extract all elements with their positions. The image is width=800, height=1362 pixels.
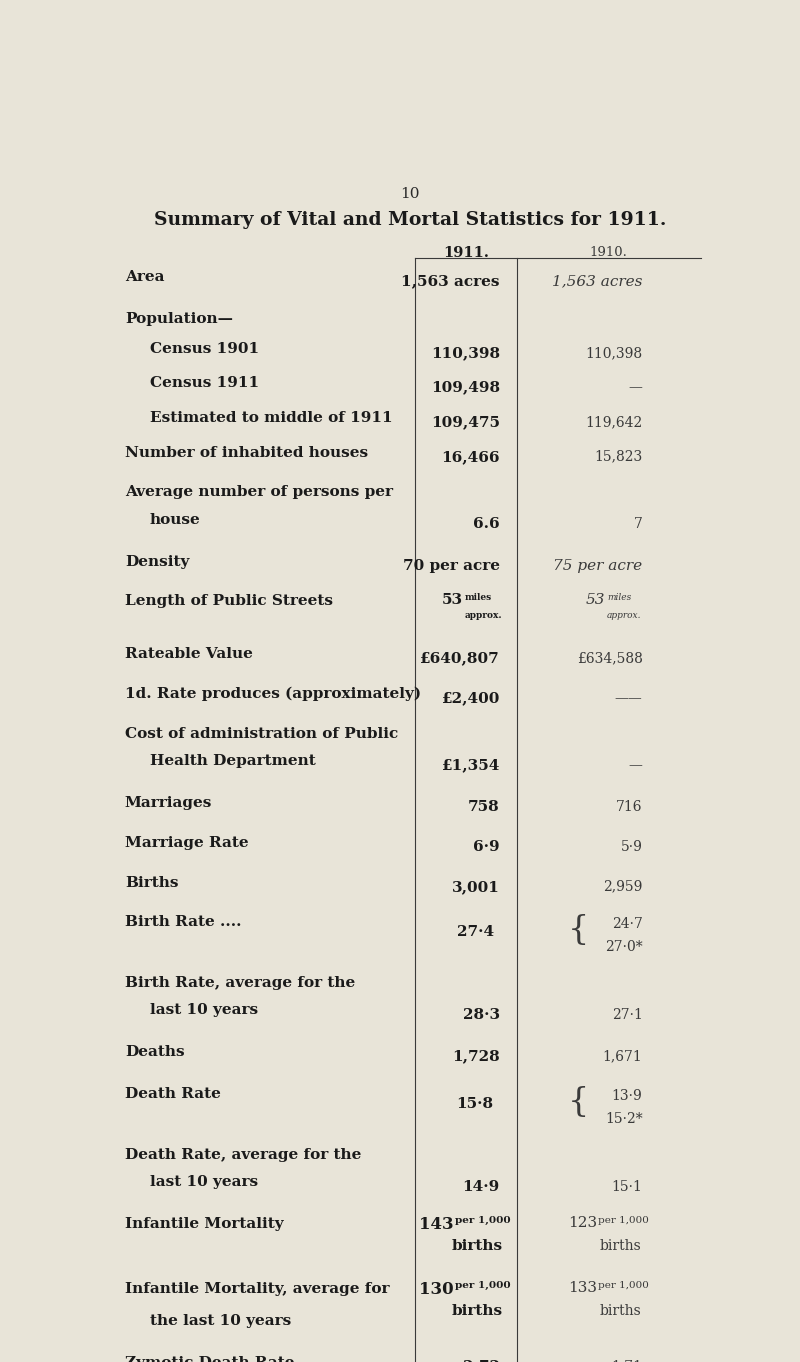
Text: —: — bbox=[629, 759, 642, 772]
Text: Number of inhabited houses: Number of inhabited houses bbox=[125, 445, 368, 459]
Text: Birth Rate, average for the: Birth Rate, average for the bbox=[125, 977, 355, 990]
Text: 16,466: 16,466 bbox=[442, 449, 500, 463]
Text: per 1,000: per 1,000 bbox=[454, 1216, 510, 1226]
Text: Cost of administration of Public: Cost of administration of Public bbox=[125, 726, 398, 741]
Text: Rateable Value: Rateable Value bbox=[125, 647, 253, 661]
Text: 109,475: 109,475 bbox=[431, 415, 500, 429]
Text: Area: Area bbox=[125, 271, 164, 285]
Text: 2,959: 2,959 bbox=[603, 880, 642, 893]
Text: births: births bbox=[451, 1305, 502, 1318]
Text: approx.: approx. bbox=[607, 612, 642, 620]
Text: the last 10 years: the last 10 years bbox=[150, 1314, 291, 1328]
Text: 15·2*: 15·2* bbox=[605, 1111, 642, 1125]
Text: 28·3: 28·3 bbox=[462, 1008, 500, 1022]
Text: 6.6: 6.6 bbox=[474, 516, 500, 531]
Text: births: births bbox=[451, 1239, 502, 1253]
Text: births: births bbox=[600, 1305, 642, 1318]
Text: house: house bbox=[150, 512, 200, 527]
Text: —: — bbox=[629, 380, 642, 395]
Text: 1,671: 1,671 bbox=[602, 1050, 642, 1064]
Text: Zymotic Death Rate: Zymotic Death Rate bbox=[125, 1355, 294, 1362]
Text: 1,563 acres: 1,563 acres bbox=[552, 275, 642, 289]
Text: 53: 53 bbox=[586, 594, 606, 607]
Text: 5·9: 5·9 bbox=[621, 840, 642, 854]
Text: Length of Public Streets: Length of Public Streets bbox=[125, 594, 333, 609]
Text: 1910.: 1910. bbox=[590, 247, 627, 259]
Text: 7: 7 bbox=[634, 516, 642, 531]
Text: Infantile Mortality: Infantile Mortality bbox=[125, 1218, 283, 1231]
Text: Births: Births bbox=[125, 876, 178, 889]
Text: Census 1901: Census 1901 bbox=[150, 342, 258, 355]
Text: 15·1: 15·1 bbox=[612, 1179, 642, 1193]
Text: 109,498: 109,498 bbox=[430, 380, 500, 395]
Text: £2,400: £2,400 bbox=[442, 691, 500, 706]
Text: 716: 716 bbox=[616, 799, 642, 814]
Text: 130: 130 bbox=[418, 1282, 454, 1298]
Text: £640,807: £640,807 bbox=[420, 651, 500, 665]
Text: 1·71: 1·71 bbox=[611, 1361, 642, 1362]
Text: 110,398: 110,398 bbox=[430, 346, 500, 360]
Text: 143: 143 bbox=[418, 1216, 454, 1234]
Text: Summary of Vital and Mortal Statistics for 1911.: Summary of Vital and Mortal Statistics f… bbox=[154, 211, 666, 229]
Text: 1,728: 1,728 bbox=[452, 1050, 500, 1064]
Text: 119,642: 119,642 bbox=[586, 415, 642, 429]
Text: 27·4: 27·4 bbox=[457, 925, 494, 938]
Text: {: { bbox=[568, 1086, 590, 1118]
Text: Average number of persons per: Average number of persons per bbox=[125, 485, 393, 500]
Text: Infantile Mortality, average for: Infantile Mortality, average for bbox=[125, 1283, 390, 1297]
Text: 53: 53 bbox=[442, 594, 462, 607]
Text: Population—: Population— bbox=[125, 312, 233, 327]
Text: Estimated to middle of 1911: Estimated to middle of 1911 bbox=[150, 411, 392, 425]
Text: 70 per acre: 70 per acre bbox=[403, 558, 500, 573]
Text: {: { bbox=[568, 914, 590, 947]
Text: Marriages: Marriages bbox=[125, 795, 212, 810]
Text: last 10 years: last 10 years bbox=[150, 1175, 258, 1189]
Text: per 1,000: per 1,000 bbox=[598, 1282, 650, 1290]
Text: miles: miles bbox=[465, 594, 492, 602]
Text: 75 per acre: 75 per acre bbox=[554, 558, 642, 573]
Text: births: births bbox=[600, 1239, 642, 1253]
Text: Marriage Rate: Marriage Rate bbox=[125, 836, 249, 850]
Text: £634,588: £634,588 bbox=[577, 651, 642, 665]
Text: approx.: approx. bbox=[465, 612, 502, 620]
Text: Health Department: Health Department bbox=[150, 755, 315, 768]
Text: 3,001: 3,001 bbox=[452, 880, 500, 893]
Text: 24·7: 24·7 bbox=[612, 918, 642, 932]
Text: 1d. Rate produces (approximately): 1d. Rate produces (approximately) bbox=[125, 686, 421, 701]
Text: 13·9: 13·9 bbox=[612, 1090, 642, 1103]
Text: 1911.: 1911. bbox=[443, 247, 489, 260]
Text: 758: 758 bbox=[468, 799, 500, 814]
Text: Death Rate, average for the: Death Rate, average for the bbox=[125, 1148, 361, 1162]
Text: 27·0*: 27·0* bbox=[605, 940, 642, 953]
Text: 14·9: 14·9 bbox=[462, 1179, 500, 1193]
Text: 15,823: 15,823 bbox=[594, 449, 642, 463]
Text: Census 1911: Census 1911 bbox=[150, 376, 258, 391]
Text: miles: miles bbox=[607, 594, 631, 602]
Text: 10: 10 bbox=[400, 187, 420, 200]
Text: Density: Density bbox=[125, 554, 189, 568]
Text: 2·72: 2·72 bbox=[463, 1361, 500, 1362]
Text: 123: 123 bbox=[568, 1216, 598, 1230]
Text: Birth Rate ....: Birth Rate .... bbox=[125, 915, 242, 929]
Text: 27·1: 27·1 bbox=[612, 1008, 642, 1022]
Text: ——: —— bbox=[614, 691, 642, 706]
Text: 1,563 acres: 1,563 acres bbox=[402, 275, 500, 289]
Text: per 1,000: per 1,000 bbox=[598, 1216, 650, 1226]
Text: 110,398: 110,398 bbox=[586, 346, 642, 360]
Text: per 1,000: per 1,000 bbox=[454, 1282, 510, 1290]
Text: Death Rate: Death Rate bbox=[125, 1087, 221, 1102]
Text: 6·9: 6·9 bbox=[474, 840, 500, 854]
Text: £1,354: £1,354 bbox=[442, 759, 500, 772]
Text: 15·8: 15·8 bbox=[457, 1096, 494, 1111]
Text: 133: 133 bbox=[568, 1282, 598, 1295]
Text: Deaths: Deaths bbox=[125, 1046, 185, 1060]
Text: last 10 years: last 10 years bbox=[150, 1004, 258, 1017]
